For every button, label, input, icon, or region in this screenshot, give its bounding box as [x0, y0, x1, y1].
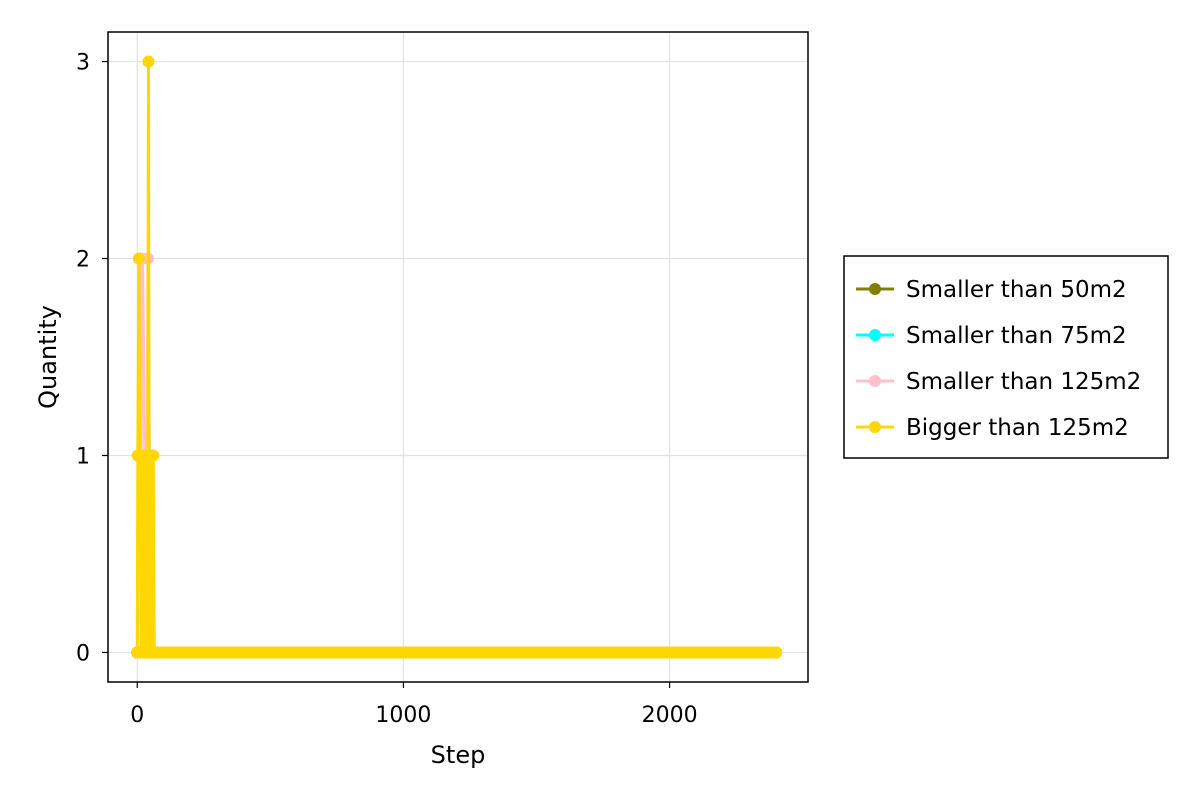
legend-item-3: Bigger than 125m2: [856, 415, 1129, 441]
y-tick-label-0: 0: [76, 641, 90, 666]
series-3: [131, 55, 783, 659]
y-tick-label-3: 3: [76, 51, 90, 76]
x-axis-ticks: 0 1000 2000: [130, 682, 698, 728]
legend: Smaller than 50m2 Smaller than 75m2 Smalle…: [843, 255, 1169, 459]
legend-marker-1: [869, 329, 881, 341]
legend-item-0: Smaller than 50m2: [856, 277, 1127, 303]
legend-label-2: Smaller than 125m2: [906, 369, 1141, 395]
x-tick-label-0: 0: [130, 703, 144, 728]
legend-item-1: Smaller than 75m2: [856, 323, 1127, 349]
x-tick-label-1: 1000: [375, 703, 431, 728]
x-tick-label-2: 2000: [642, 703, 698, 728]
series-3-point-16: [147, 449, 160, 462]
plot-series: [131, 55, 783, 659]
x-axis-label: Step: [431, 741, 486, 769]
legend-box: [843, 255, 1169, 459]
legend-marker-2: [869, 375, 881, 387]
y-tick-label-2: 2: [76, 248, 90, 273]
legend-label-0: Smaller than 50m2: [906, 277, 1127, 303]
legend-marker-3: [869, 421, 881, 433]
series-3-point-11: [142, 55, 155, 68]
legend-item-2: Smaller than 125m2: [856, 369, 1141, 395]
y-tick-label-1: 1: [76, 444, 90, 469]
plot-frame: [107, 31, 809, 683]
legend-label-1: Smaller than 75m2: [906, 323, 1127, 349]
y-axis-ticks: 0 1 2 3: [76, 51, 108, 666]
legend-label-3: Bigger than 125m2: [906, 415, 1129, 441]
y-axis-label: Quantity: [34, 305, 62, 409]
legend-marker-0: [869, 283, 881, 295]
series-3-point-2: [132, 252, 145, 265]
